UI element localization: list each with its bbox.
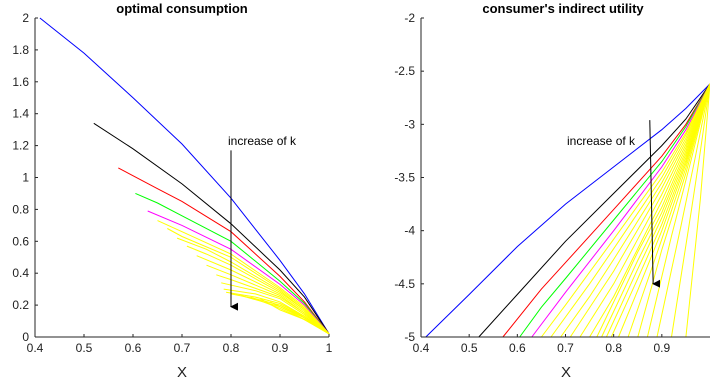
y-tick-label: -2.5 — [394, 64, 415, 78]
series-line-6 — [157, 220, 330, 335]
x-tick-label: 0.7 — [174, 341, 191, 355]
annotation-text: increase of k — [567, 134, 636, 148]
x-tick-label: 0.4 — [27, 341, 44, 355]
x-tick-label: 0.4 — [413, 341, 430, 355]
y-tick-label: -5 — [404, 330, 415, 344]
y-tick-label: -3 — [404, 117, 415, 131]
x-axis-label: X — [561, 364, 571, 381]
x-tick-label: 0.8 — [223, 341, 240, 355]
series-line-15 — [610, 83, 710, 338]
y-tick-label: -4 — [404, 224, 415, 238]
y-tick-label: 1.2 — [12, 139, 29, 153]
series-line-13 — [601, 83, 710, 338]
series-line-11 — [589, 83, 710, 338]
series-line-22 — [685, 83, 710, 338]
series-line-6 — [541, 83, 710, 338]
series-line-2 — [478, 83, 710, 338]
y-tick-label: 0.8 — [12, 202, 29, 216]
series-line-18 — [637, 83, 710, 338]
y-tick-label: 0.2 — [12, 298, 29, 312]
series-line-8 — [560, 83, 710, 338]
series-line-15 — [226, 291, 330, 335]
x-tick-label: 0.6 — [125, 341, 142, 355]
series-line-9 — [569, 83, 710, 338]
series-line-20 — [656, 83, 710, 338]
x-tick-label: 0.6 — [509, 341, 526, 355]
chart-title: optimal consumption — [116, 1, 248, 16]
indirect-utility-chart: consumer's indirect utility 0.4 0.5 0.6 0.7… — [394, 1, 710, 381]
x-tick-label: 0.8 — [605, 341, 622, 355]
series-line-12 — [596, 83, 710, 338]
chart-title: consumer's indirect utility — [482, 1, 644, 16]
x-axis-label: X — [177, 364, 187, 381]
y-tick-label: -4.5 — [394, 277, 415, 291]
series-line-9 — [186, 245, 330, 335]
y-tick-label: -3.5 — [394, 171, 415, 185]
series-line-16 — [618, 83, 710, 338]
y-tick-label: 1.4 — [12, 107, 29, 121]
x-tick-label: 0.5 — [461, 341, 478, 355]
annotation-arrow — [649, 120, 661, 288]
y-tick-label: 1 — [22, 171, 29, 185]
y-tick-label: 0 — [22, 330, 29, 344]
y-tick-label: 1.6 — [12, 75, 29, 89]
y-tick-label: 1.8 — [12, 43, 29, 57]
series-line-22 — [289, 307, 330, 335]
optimal-consumption-chart: optimal consumption 0.4 0.5 0.6 0.7 0.8 0.9 10… — [12, 1, 332, 381]
series-line-3 — [502, 83, 710, 338]
series-line-17 — [627, 83, 710, 338]
series-line-1 — [39, 17, 330, 335]
series-line-7 — [550, 83, 710, 338]
series-line-5 — [147, 210, 330, 335]
series-line-14 — [605, 83, 710, 338]
series-line-5 — [531, 83, 710, 338]
series-line-21 — [671, 83, 710, 338]
y-tick-label: 0.4 — [12, 266, 29, 280]
series-line-10 — [579, 83, 710, 338]
axes: 0.4 0.5 0.6 0.7 0.8 0.9 1 0 0.2 0.4 0.6 0.8 1 1.2 1.4 1… — [12, 11, 332, 355]
x-tick-label: 1 — [326, 341, 333, 355]
series-line-7 — [167, 228, 330, 335]
axes: 0.4 0.5 0.6 0.7 0.8 0.9 -5 -4.5 -4 -3.5 -3 -2.5 -2 — [394, 11, 710, 355]
y-tick-label: -2 — [404, 11, 415, 25]
series-line-10 — [196, 255, 330, 335]
series-line-20 — [269, 301, 330, 335]
x-tick-label: 0.9 — [653, 341, 670, 355]
series-line-12 — [216, 274, 330, 335]
series-line-4 — [519, 83, 710, 338]
x-tick-label: 0.9 — [272, 341, 289, 355]
x-tick-label: 0.7 — [557, 341, 574, 355]
series-line-4 — [135, 192, 330, 335]
series-line-13 — [221, 282, 330, 335]
y-tick-label: 2 — [22, 11, 29, 25]
series-line-1 — [425, 83, 710, 338]
annotation-text: increase of k — [228, 134, 297, 148]
series-lines — [39, 17, 330, 335]
y-tick-label: 0.6 — [12, 234, 29, 248]
series-lines — [425, 83, 710, 338]
x-tick-label: 0.5 — [76, 341, 93, 355]
